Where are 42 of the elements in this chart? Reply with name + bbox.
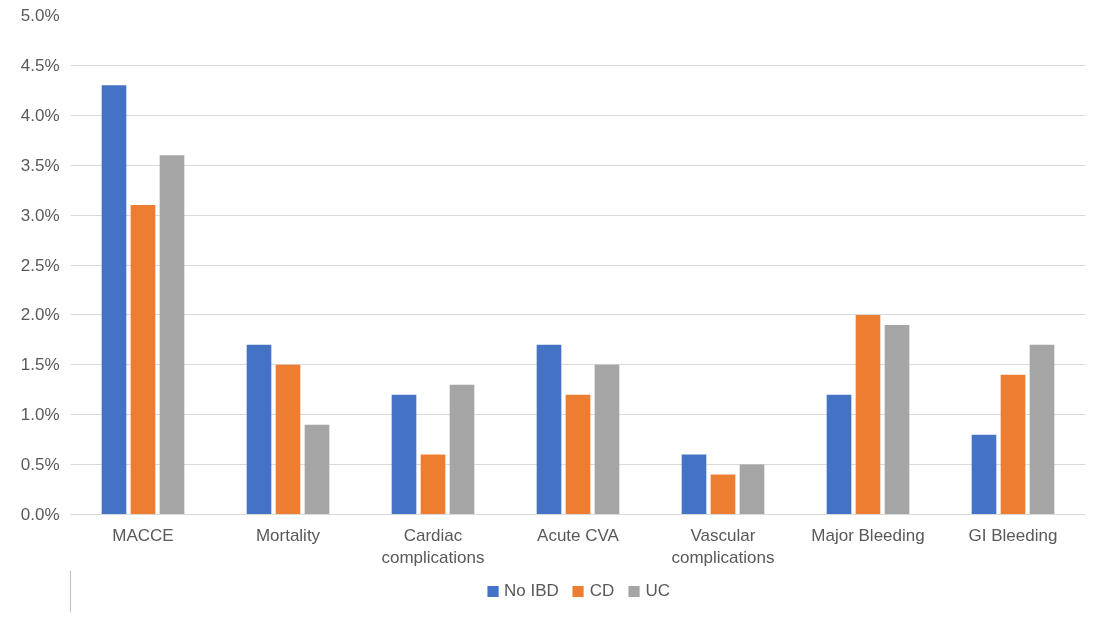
- y-tick-label: 4.0%: [20, 105, 60, 125]
- y-tick-label: 1.5%: [20, 355, 60, 375]
- bar: [565, 394, 591, 515]
- bar: [681, 454, 707, 515]
- bar: [536, 344, 562, 515]
- y-tick-label: 1.0%: [20, 405, 60, 425]
- y-tick-label: 0.0%: [20, 505, 60, 524]
- bar: [449, 384, 475, 515]
- bar: [304, 424, 330, 515]
- y-tick-label: 4.5%: [20, 55, 60, 75]
- bar: [391, 394, 417, 515]
- bar: [884, 324, 910, 515]
- y-tick-label: 2.0%: [20, 305, 60, 325]
- legend-label: UC: [645, 581, 670, 601]
- bar: [826, 394, 852, 515]
- bar: [971, 434, 997, 515]
- x-tick-label: Cardiac complications: [381, 525, 485, 568]
- bar: [1000, 374, 1026, 515]
- bar: [594, 364, 620, 515]
- x-tick-label: GI Bleeding: [968, 525, 1058, 545]
- bar: [710, 474, 736, 515]
- y-tick-label: 5.0%: [20, 6, 60, 25]
- x-tick-label: Major Bleeding: [811, 525, 925, 545]
- y-tick-label: 0.5%: [20, 455, 60, 475]
- bar: [130, 205, 156, 515]
- bar: [1029, 344, 1055, 515]
- bar: [246, 344, 272, 515]
- y-tick-label: 3.5%: [20, 155, 60, 175]
- x-tick-label: Acute CVA: [537, 525, 620, 545]
- bar: [420, 454, 446, 515]
- x-tick-label: Vascular complications: [671, 525, 775, 568]
- bar: [855, 314, 881, 515]
- bar: [275, 364, 301, 515]
- y-tick-label: 3.0%: [20, 205, 60, 225]
- y-tick-label: 2.5%: [20, 255, 60, 275]
- bar: [739, 464, 765, 515]
- bar: [101, 85, 127, 515]
- bar: [159, 155, 185, 515]
- legend-label: No IBD: [504, 581, 559, 601]
- legend-label: CD: [589, 581, 615, 601]
- x-tick-label: MACCE: [112, 525, 174, 545]
- x-tick-label: Mortality: [255, 525, 321, 545]
